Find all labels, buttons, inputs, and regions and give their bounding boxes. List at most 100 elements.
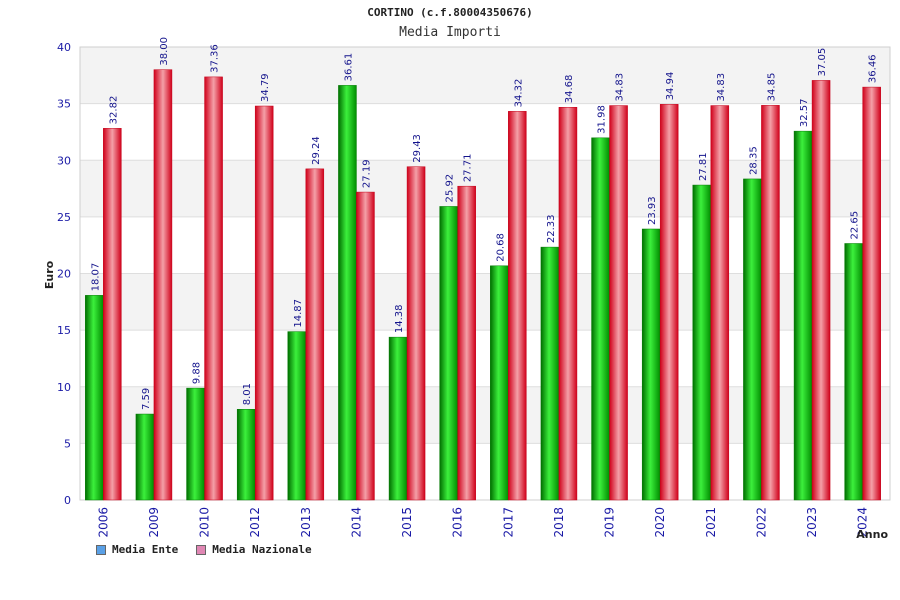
data-label: 14.87	[293, 299, 304, 328]
x-axis-label: Anno	[856, 528, 888, 541]
bar-media-nazionale	[356, 191, 375, 501]
data-label: 9.88	[192, 362, 203, 384]
y-tick-label: 35	[57, 98, 71, 111]
legend: Media Ente Media Nazionale	[96, 543, 312, 556]
bar-media-nazionale	[103, 128, 122, 501]
data-label: 32.57	[799, 99, 810, 128]
x-tick-label: 2017	[501, 507, 515, 538]
data-label: 38.00	[159, 37, 170, 66]
data-label: 34.85	[766, 73, 777, 102]
data-label: 32.82	[108, 96, 119, 125]
data-label: 22.33	[546, 214, 557, 243]
data-label: 18.07	[90, 263, 101, 292]
y-tick-label: 20	[57, 268, 71, 281]
legend-label-media-ente: Media Ente	[112, 543, 179, 556]
x-tick-label: 2018	[552, 507, 566, 538]
bar-media-ente	[490, 265, 509, 501]
y-tick-label: 15	[57, 324, 71, 337]
bar-media-nazionale	[305, 168, 325, 501]
bar-media-ente	[287, 331, 307, 501]
bar-media-nazionale	[811, 80, 831, 501]
y-tick-label: 25	[57, 211, 71, 224]
data-label: 34.32	[513, 79, 524, 108]
data-label: 31.98	[597, 105, 608, 134]
x-tick-label: 2021	[704, 507, 718, 538]
bar-media-nazionale	[457, 185, 476, 501]
y-axis-label: Euro	[43, 260, 56, 289]
bar-media-ente	[135, 413, 155, 501]
data-labels: 18.07 32.82 7.59 38.00 9.88 37.36 8.01 34.79 14.…	[90, 37, 878, 410]
data-label: 29.43	[412, 134, 423, 163]
x-tick-label: 2010	[198, 507, 212, 538]
legend-item-media-ente: Media Ente	[96, 543, 178, 556]
bar-media-nazionale	[508, 111, 527, 501]
bar-media-ente	[236, 409, 256, 501]
bar-media-ente	[793, 130, 813, 501]
bar-media-ente	[388, 336, 408, 501]
bar-media-nazionale	[862, 86, 881, 501]
data-label: 36.46	[868, 54, 879, 83]
x-tick-label: 2016	[451, 507, 465, 538]
x-tick-label: 2024	[856, 507, 870, 538]
legend-item-media-nazionale: Media Nazionale	[196, 543, 312, 556]
y-axis-ticks: 0 5 10 15 20 25 30 35 40	[57, 41, 71, 507]
data-label: 37.05	[817, 48, 828, 77]
x-tick-label: 2009	[147, 507, 161, 538]
data-label: 34.68	[564, 75, 575, 104]
x-tick-label: 2020	[653, 507, 667, 538]
data-label: 23.93	[647, 196, 658, 225]
y-tick-label: 40	[57, 41, 71, 54]
x-tick-label: 2015	[400, 507, 414, 538]
x-tick-label: 2014	[349, 507, 363, 538]
x-tick-label: 2013	[299, 507, 313, 538]
bar-media-nazionale	[659, 104, 679, 501]
bar-media-ente	[439, 206, 458, 501]
bar-media-ente	[641, 228, 661, 501]
x-tick-label: 2012	[248, 507, 262, 538]
data-label: 14.38	[394, 305, 405, 334]
data-label: 34.94	[665, 72, 676, 101]
bars	[85, 69, 881, 501]
bar-media-ente	[85, 295, 104, 501]
legend-swatch-media-ente	[96, 544, 106, 555]
data-label: 8.01	[242, 383, 253, 405]
legend-swatch-media-nazionale	[196, 544, 207, 555]
data-label: 36.61	[343, 53, 354, 82]
data-label: 27.81	[698, 152, 709, 181]
y-tick-label: 0	[64, 494, 71, 507]
data-label: 25.92	[445, 174, 456, 203]
data-label: 37.36	[210, 44, 221, 73]
y-tick-label: 10	[57, 381, 71, 394]
data-label: 34.79	[260, 73, 271, 102]
bar-media-nazionale	[558, 106, 578, 501]
x-tick-label: 2019	[603, 507, 617, 538]
data-label: 34.83	[615, 73, 626, 102]
bar-media-nazionale	[406, 166, 426, 501]
data-label: 20.68	[495, 233, 506, 262]
bar-media-ente	[186, 387, 205, 501]
bar-media-nazionale	[204, 76, 223, 501]
data-label: 28.35	[748, 146, 759, 175]
bar-media-ente	[692, 184, 712, 501]
data-label: 34.83	[716, 73, 727, 102]
legend-label-media-nazionale: Media Nazionale	[212, 543, 312, 556]
y-tick-label: 5	[64, 437, 71, 450]
x-tick-label: 2023	[805, 507, 819, 538]
bar-media-ente	[591, 137, 610, 501]
data-label: 27.71	[463, 154, 474, 183]
bar-media-ente	[743, 178, 762, 501]
bar-media-ente	[338, 85, 357, 501]
bar-media-nazionale	[609, 105, 628, 501]
data-label: 7.59	[141, 388, 152, 410]
bar-media-nazionale	[761, 105, 780, 501]
bar-media-nazionale	[254, 105, 274, 501]
x-tick-label: 2006	[96, 507, 110, 538]
bar-media-ente	[540, 246, 560, 501]
chart-subtitle: Media Importi	[399, 25, 501, 40]
chart-title: CORTINO (c.f.80004350676)	[367, 6, 533, 19]
x-tick-label: 2022	[754, 507, 768, 538]
data-label: 29.24	[311, 136, 322, 165]
data-label: 22.65	[850, 211, 861, 240]
x-axis-ticks: 2006 2009 2010 2012 2013 2014 2015 2016 2017 2018…	[96, 507, 869, 538]
bar-media-nazionale	[710, 105, 730, 501]
